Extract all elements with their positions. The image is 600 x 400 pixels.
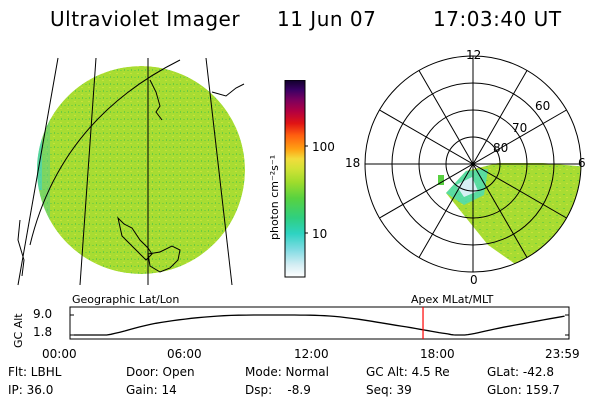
orbit-xtick-2: 12:00: [294, 347, 329, 361]
mlt-label-noon: 12: [466, 48, 482, 62]
colorbar-tick-100: 100: [312, 140, 335, 154]
earth-disk: [37, 66, 245, 274]
mode-info: Mode: Normal: [245, 365, 329, 379]
mlt-label-dusk: 18: [345, 156, 361, 170]
mlt-label-dawn: 6: [578, 156, 586, 170]
dsp-info: Dsp: -8.9: [245, 383, 311, 397]
orbit-xtick-4: 23:59: [545, 347, 580, 361]
mlat-label-60: 60: [535, 99, 551, 113]
instrument-title: Ultraviolet Imager: [50, 7, 241, 31]
orbit-frame: [69, 306, 570, 340]
orbit-ytick-low: 1.8: [33, 325, 53, 339]
geographic-image-panel: [17, 57, 245, 286]
graticule-lines: [17, 57, 233, 286]
altitude-curve: [74, 314, 565, 336]
colorbar-tick-10: 10: [312, 227, 328, 241]
colorbar-label: photon cm⁻²s⁻¹: [268, 154, 281, 240]
time-label: 17:03:40 UT: [433, 7, 562, 31]
orbit-timeline: [69, 306, 570, 340]
orbit-ytick-high: 9.0: [33, 307, 53, 321]
orbit-xtick-0: 00:00: [42, 347, 77, 361]
polar-plot: [364, 55, 582, 273]
mlat-label-70: 70: [512, 121, 528, 135]
orbit-xtick-1: 06:00: [167, 347, 202, 361]
glon-info: GLon: 159.7: [487, 383, 560, 397]
gcalt-info: GC Alt: 4.5 Re: [366, 365, 450, 379]
auroral-oval-region: [438, 163, 581, 272]
mlt-label-midnight: 0: [470, 273, 478, 287]
orbit-left-title: Geographic Lat/Lon: [72, 293, 180, 306]
ip-info: IP: 36.0: [8, 383, 54, 397]
orbit-right-title: Apex MLat/MLT: [411, 293, 494, 306]
coastline-outline: [17, 79, 245, 277]
orbit-ylabel: GC Alt: [12, 313, 25, 348]
polar-grid: [364, 55, 582, 273]
seq-info: Seq: 39: [366, 383, 412, 397]
gain-info: Gain: 14: [126, 383, 177, 397]
door-info: Door: Open: [126, 365, 195, 379]
filter-info: Flt: LBHL: [8, 365, 62, 379]
mlat-label-80: 80: [493, 141, 509, 155]
glat-info: GLat: -42.8: [487, 365, 554, 379]
colorbar: [284, 80, 308, 278]
orbit-xtick-3: 18:00: [420, 347, 455, 361]
date-label: 11 Jun 07: [277, 7, 377, 31]
